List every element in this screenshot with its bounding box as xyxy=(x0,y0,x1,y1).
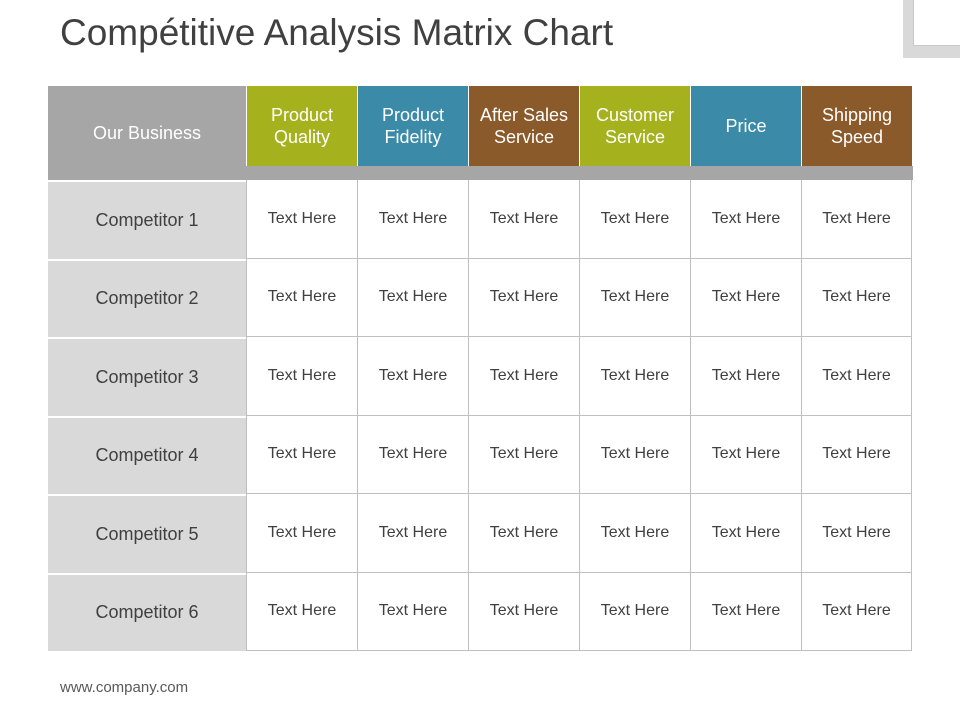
table-row: Competitor 2 Text Here Text Here Text Here T… xyxy=(48,258,913,337)
table-cell: Text Here xyxy=(468,572,579,651)
table-row: Competitor 5 Text Here Text Here Text Here T… xyxy=(48,494,913,573)
table-cell: Text Here xyxy=(468,337,579,416)
row-label: Competitor 5 xyxy=(48,494,246,573)
table-cell: Text Here xyxy=(357,494,468,573)
table-cell: Text Here xyxy=(579,337,690,416)
table-cell: Text Here xyxy=(801,494,912,573)
table-cell: Text Here xyxy=(246,337,357,416)
table-cell: Text Here xyxy=(579,494,690,573)
table-cell: Text Here xyxy=(690,415,801,494)
corner-decoration-inner xyxy=(913,0,960,46)
table-cell: Text Here xyxy=(690,258,801,337)
table-cell: Text Here xyxy=(690,494,801,573)
table-cell: Text Here xyxy=(246,258,357,337)
table-cell: Text Here xyxy=(357,337,468,416)
table-cell: Text Here xyxy=(579,572,690,651)
table-cell: Text Here xyxy=(468,415,579,494)
table-cell: Text Here xyxy=(690,337,801,416)
table-cell: Text Here xyxy=(246,572,357,651)
corner-header-cell: Our Business xyxy=(48,86,246,180)
table-cell: Text Here xyxy=(801,572,912,651)
column-header-product-quality: Product Quality xyxy=(246,86,357,166)
page-title: Compétitive Analysis Matrix Chart xyxy=(60,12,614,53)
column-header-shipping-speed: Shipping Speed xyxy=(801,86,912,166)
table-cell: Text Here xyxy=(468,494,579,573)
column-header-price: Price xyxy=(690,86,801,166)
table-cell: Text Here xyxy=(579,415,690,494)
table-cell: Text Here xyxy=(690,572,801,651)
row-label: Competitor 2 xyxy=(48,258,246,337)
column-header-customer-service: Customer Service xyxy=(579,86,690,166)
footer-url: www.company.com xyxy=(60,679,189,696)
table-cell: Text Here xyxy=(468,180,579,259)
table-cell: Text Here xyxy=(579,258,690,337)
header-row: Our Business Product Quality Product Fid… xyxy=(48,86,913,180)
table-cell: Text Here xyxy=(801,180,912,259)
table-cell: Text Here xyxy=(357,180,468,259)
row-label: Competitor 4 xyxy=(48,415,246,494)
table-cell: Text Here xyxy=(801,415,912,494)
table-row: Competitor 1 Text Here Text Here Text Here T… xyxy=(48,180,913,259)
table-cell: Text Here xyxy=(357,572,468,651)
table-cell: Text Here xyxy=(246,494,357,573)
table-cell: Text Here xyxy=(801,258,912,337)
row-label: Competitor 6 xyxy=(48,572,246,651)
table-cell: Text Here xyxy=(357,258,468,337)
matrix-body: Competitor 1 Text Here Text Here Text Here T… xyxy=(48,180,913,651)
table-row: Competitor 6 Text Here Text Here Text Here T… xyxy=(48,572,913,651)
table-cell: Text Here xyxy=(246,180,357,259)
table-row: Competitor 4 Text Here Text Here Text Here T… xyxy=(48,415,913,494)
table-cell: Text Here xyxy=(246,415,357,494)
table-cell: Text Here xyxy=(801,337,912,416)
column-header-after-sales-service: After Sales Service xyxy=(468,86,579,166)
table-cell: Text Here xyxy=(579,180,690,259)
row-label: Competitor 1 xyxy=(48,180,246,259)
table-cell: Text Here xyxy=(357,415,468,494)
competitive-matrix-table: Our Business Product Quality Product Fid… xyxy=(48,86,913,651)
table-row: Competitor 3 Text Here Text Here Text Here T… xyxy=(48,337,913,416)
column-header-product-fidelity: Product Fidelity xyxy=(357,86,468,166)
table-cell: Text Here xyxy=(468,258,579,337)
table-cell: Text Here xyxy=(690,180,801,259)
row-label: Competitor 3 xyxy=(48,337,246,416)
header-divider-strip xyxy=(246,166,913,180)
